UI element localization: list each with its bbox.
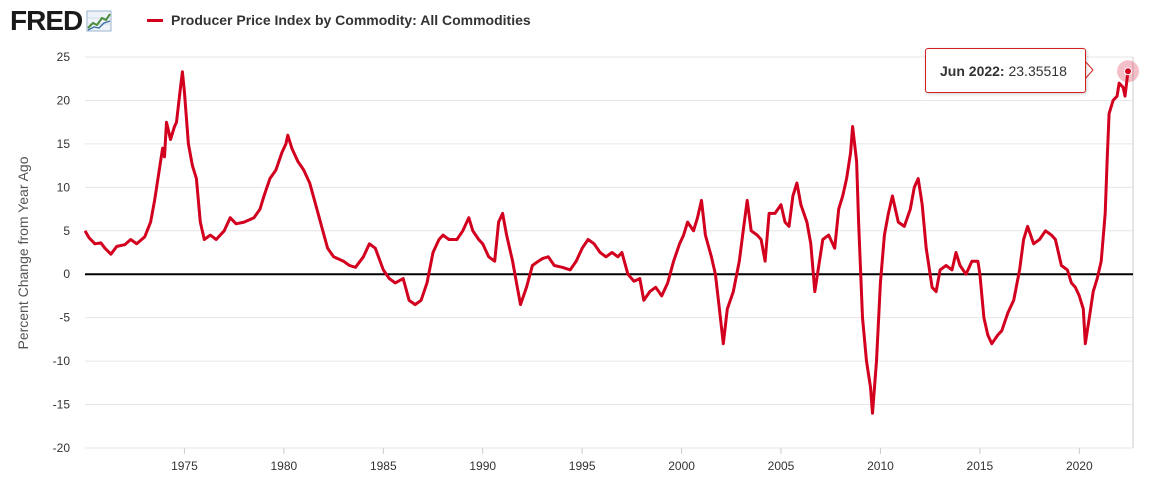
x-tick-label: 1985: [370, 459, 397, 473]
tooltip-text: Jun 2022: 23.35518: [940, 63, 1067, 79]
y-tick-label: -5: [59, 311, 70, 325]
y-tick-label: 10: [57, 180, 71, 194]
y-tick-label: 20: [57, 93, 71, 107]
x-tick-label: 1980: [271, 459, 298, 473]
x-tick-label: 1990: [469, 459, 496, 473]
y-tick-label: 0: [63, 267, 70, 281]
chart-header: FRED Producer Price Index by Commodity: …: [0, 0, 1149, 44]
fred-logo-text: FRED: [10, 5, 83, 36]
y-axis-label: Percent Change from Year Ago: [15, 156, 31, 349]
y-tick-label: -20: [53, 441, 71, 455]
x-tick-label: 2000: [668, 459, 695, 473]
x-tick-label: 1975: [171, 459, 198, 473]
x-tick-label: 2010: [867, 459, 894, 473]
chart-line-icon: [86, 10, 112, 32]
y-tick-label: -15: [53, 398, 71, 412]
fred-logo[interactable]: FRED: [10, 5, 112, 36]
y-tick-label: 15: [57, 137, 71, 151]
legend-swatch: [147, 18, 163, 22]
y-tick-label: 5: [63, 224, 70, 238]
tooltip-date: Jun 2022:: [940, 63, 1005, 79]
y-gridlines: [85, 56, 1133, 449]
tooltip-pointer: [1083, 59, 1094, 81]
x-tick-label: 2015: [967, 459, 994, 473]
legend-label: Producer Price Index by Commodity: All C…: [171, 12, 531, 28]
x-tick-label: 1995: [569, 459, 596, 473]
chart-legend[interactable]: Producer Price Index by Commodity: All C…: [147, 12, 531, 28]
x-tick-label: 2005: [768, 459, 795, 473]
x-tick-label: 2020: [1066, 459, 1093, 473]
series-line-ppi[interactable]: [83, 70, 1130, 415]
y-tick-labels: 25 20 15 10 5 0 -5 -10 -15 -20: [53, 50, 71, 455]
y-tick-label: -10: [53, 354, 71, 368]
hover-marker-point[interactable]: [1124, 67, 1133, 76]
data-tooltip: Jun 2022: 23.35518: [925, 48, 1094, 93]
tooltip-box: [925, 48, 1086, 93]
x-tick-labels: 1975 1980 1985 1990 1995 2000 2005 2010 2015 2020: [171, 448, 1093, 473]
tooltip-value: 23.35518: [1008, 63, 1067, 79]
y-tick-label: 25: [57, 50, 71, 64]
